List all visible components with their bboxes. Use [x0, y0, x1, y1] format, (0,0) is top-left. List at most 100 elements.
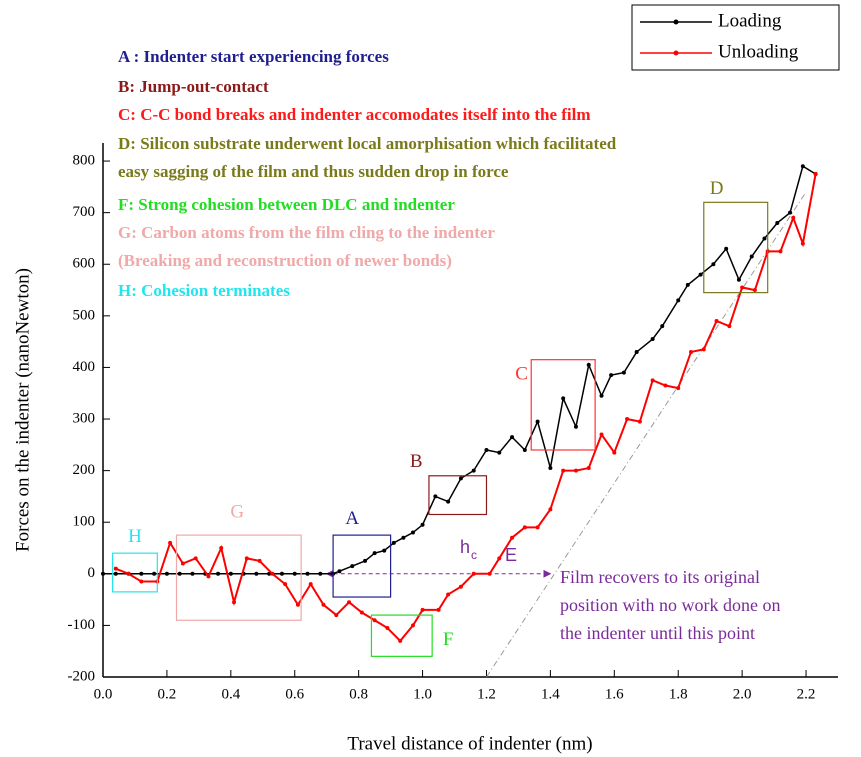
- point: [126, 571, 131, 576]
- annotation-box: [428, 475, 488, 516]
- y-tick-label: 0: [88, 565, 96, 581]
- point: [363, 558, 368, 563]
- point: [612, 450, 617, 455]
- x-tick-label: 1.6: [605, 686, 624, 702]
- point: [497, 556, 502, 561]
- point: [244, 556, 249, 561]
- point: [660, 324, 665, 329]
- x-tick-label: 0.2: [158, 686, 177, 702]
- point: [152, 571, 157, 576]
- point: [522, 525, 527, 530]
- x-tick-label: 1.2: [477, 686, 496, 702]
- point: [650, 337, 655, 342]
- x-tick-label: 2.2: [797, 686, 816, 702]
- point: [800, 164, 805, 169]
- annotation-box-label: F: [443, 629, 454, 650]
- film-note: the indenter until this point: [560, 623, 755, 643]
- point: [232, 600, 237, 605]
- series-line: [115, 173, 817, 643]
- point: [522, 447, 527, 452]
- point: [279, 571, 284, 576]
- point: [190, 571, 195, 576]
- legend-label: Unloading: [718, 41, 799, 62]
- legend-point: [673, 19, 679, 25]
- point: [410, 623, 415, 628]
- y-tick-label: 600: [73, 256, 96, 272]
- annotation-box: [530, 359, 596, 451]
- annotation-box-label: G: [230, 501, 244, 522]
- point: [701, 347, 706, 352]
- point: [778, 249, 783, 254]
- note: (Breaking and reconstruction of newer bo…: [118, 251, 452, 270]
- point: [295, 602, 300, 607]
- point: [458, 476, 463, 481]
- point: [685, 282, 690, 287]
- y-tick-label: -200: [68, 668, 96, 684]
- point: [714, 319, 719, 323]
- y-tick-label: 300: [73, 410, 96, 426]
- point: [219, 546, 224, 551]
- point: [228, 571, 233, 576]
- point: [168, 540, 173, 545]
- point: [621, 370, 626, 375]
- x-tick-label: 1.4: [541, 686, 560, 702]
- point: [337, 569, 342, 574]
- point: [350, 564, 355, 569]
- annotation-box: [332, 534, 392, 598]
- point: [420, 607, 425, 612]
- annotation-box-label: D: [710, 178, 724, 199]
- point: [487, 571, 492, 576]
- point: [548, 466, 553, 471]
- point: [305, 571, 310, 576]
- x-tick-label: 0.6: [285, 686, 304, 702]
- y-axis-label: Forces on the indenter (nanoNewton): [12, 268, 33, 552]
- point: [561, 468, 566, 473]
- x-tick-label: 0.0: [94, 686, 113, 702]
- note: H: Cohesion terminates: [118, 281, 290, 300]
- point: [727, 324, 732, 329]
- point: [752, 288, 757, 293]
- point: [650, 378, 655, 383]
- point: [177, 571, 182, 576]
- y-tick-label: 500: [73, 307, 96, 323]
- x-tick-label: 0.8: [349, 686, 368, 702]
- point: [609, 373, 614, 378]
- point: [676, 386, 681, 391]
- point: [663, 383, 668, 388]
- point: [292, 571, 297, 576]
- point: [270, 571, 275, 576]
- point: [436, 607, 441, 612]
- note: B: Jump-out-contact: [118, 77, 269, 96]
- y-tick-label: 800: [73, 152, 96, 168]
- point: [698, 272, 703, 277]
- hc-sub: c: [471, 548, 477, 562]
- point: [573, 468, 578, 473]
- point: [101, 571, 105, 576]
- point: [193, 556, 198, 561]
- point: [446, 499, 451, 504]
- point: [398, 638, 403, 643]
- legend-box: [631, 4, 840, 71]
- point: [634, 349, 639, 354]
- legend-label: Loading: [718, 10, 782, 31]
- point: [347, 600, 352, 605]
- x-axis-label: Travel distance of indenter (nm): [347, 733, 592, 754]
- point: [257, 558, 262, 563]
- point: [318, 571, 323, 576]
- film-note: position with no work done on: [560, 595, 781, 615]
- point: [535, 419, 540, 424]
- y-tick-label: 700: [73, 204, 96, 220]
- point: [548, 507, 553, 512]
- point: [573, 424, 578, 429]
- point: [321, 602, 326, 607]
- point: [139, 571, 144, 576]
- point: [749, 254, 754, 259]
- y-tick-label: 200: [73, 462, 96, 478]
- note: C: C-C bond breaks and indenter accomoda…: [118, 105, 591, 124]
- annotation-box-label: A: [345, 508, 359, 529]
- x-tick-label: 1.0: [413, 686, 432, 702]
- point: [740, 285, 745, 290]
- point: [283, 582, 288, 587]
- annotation-box: [703, 201, 769, 294]
